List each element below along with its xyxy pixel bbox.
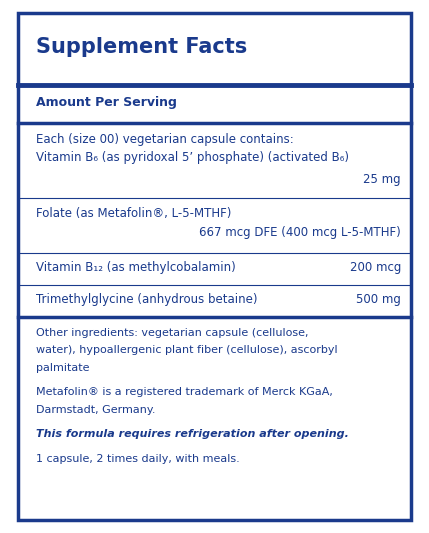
Text: palmitate: palmitate (36, 363, 90, 373)
Text: 667 mcg DFE (400 mcg L-5-MTHF): 667 mcg DFE (400 mcg L-5-MTHF) (199, 226, 401, 239)
Text: Trimethylglycine (anhydrous betaine): Trimethylglycine (anhydrous betaine) (36, 294, 257, 306)
Text: Folate (as Metafolin®, L-5-MTHF): Folate (as Metafolin®, L-5-MTHF) (36, 207, 231, 220)
Text: 1 capsule, 2 times daily, with meals.: 1 capsule, 2 times daily, with meals. (36, 454, 240, 464)
Text: Darmstadt, Germany.: Darmstadt, Germany. (36, 405, 155, 415)
Text: Vitamin B₁₂ (as methylcobalamin): Vitamin B₁₂ (as methylcobalamin) (36, 262, 236, 274)
Text: 25 mg: 25 mg (363, 173, 401, 186)
Text: 500 mg: 500 mg (356, 294, 401, 306)
Text: Vitamin B₆ (as pyridoxal 5’ phosphate) (activated B₆): Vitamin B₆ (as pyridoxal 5’ phosphate) (… (36, 151, 349, 164)
Text: Metafolin® is a registered trademark of Merck KGaA,: Metafolin® is a registered trademark of … (36, 387, 333, 398)
Text: 200 mcg: 200 mcg (350, 262, 401, 274)
Text: Amount Per Serving: Amount Per Serving (36, 96, 177, 109)
Text: water), hypoallergenic plant fiber (cellulose), ascorbyl: water), hypoallergenic plant fiber (cell… (36, 345, 338, 356)
Text: This formula requires refrigeration after opening.: This formula requires refrigeration afte… (36, 430, 349, 440)
Text: Supplement Facts: Supplement Facts (36, 37, 247, 57)
Text: Other ingredients: vegetarian capsule (cellulose,: Other ingredients: vegetarian capsule (c… (36, 328, 308, 338)
Text: Each (size 00) vegetarian capsule contains:: Each (size 00) vegetarian capsule contai… (36, 133, 294, 146)
